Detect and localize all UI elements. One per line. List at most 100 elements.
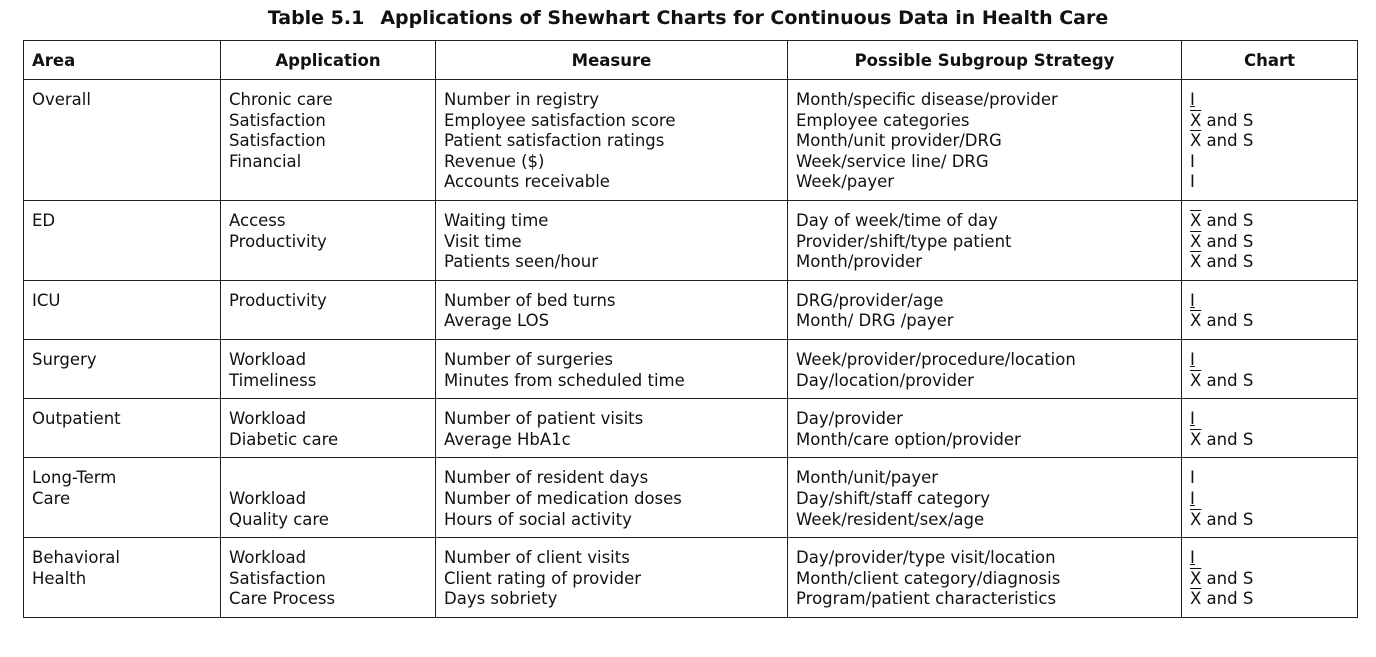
chart-line: X and S: [1190, 589, 1349, 610]
application-line: Timeliness: [229, 370, 317, 390]
chart-line: I: [1190, 90, 1349, 111]
cell-strategy: Day/provider/type visit/location Month/cl…: [787, 537, 1182, 618]
table-number: Table 5.1: [267, 7, 365, 29]
area-line: [32, 510, 212, 531]
chart-suffix: and S: [1201, 311, 1254, 331]
cell-application: Workload Quality care: [220, 457, 436, 539]
chart-line: I: [1190, 152, 1349, 173]
measure-line: Number in registry: [444, 90, 600, 109]
chart-suffix: and S: [1201, 131, 1254, 151]
table-body: Overall Chronic care Satisfaction Satisfact…: [23, 79, 1358, 618]
chart-line: X and S: [1190, 311, 1349, 332]
table-row: Surgery Workload Timeliness Number of surge…: [23, 338, 1358, 400]
header-chart: Chart: [1181, 40, 1358, 80]
chart-symbol: X: [1190, 231, 1202, 251]
cell-application: Chronic care Satisfaction Satisfaction Fina…: [220, 79, 436, 201]
measure-line: Number of patient visits: [444, 409, 644, 429]
area-line: Surgery: [32, 349, 97, 369]
table-row: ED Access Productivity Waiting time Visit ti…: [23, 199, 1358, 281]
chart-suffix: and S: [1201, 509, 1254, 529]
chart-symbol: X: [1190, 429, 1202, 449]
chart-line: I: [1190, 548, 1349, 569]
area-line: ED: [32, 210, 56, 230]
chart-line: X and S: [1190, 131, 1349, 152]
application-line: Satisfaction: [229, 110, 326, 130]
table-title-text: Applications of Shewhart Charts for Cont…: [380, 7, 1109, 29]
strategy-line: Month/ DRG /payer: [796, 311, 954, 331]
chart-line: I: [1190, 409, 1349, 430]
strategy-line: Day/provider/type visit/location: [796, 548, 1056, 568]
area-line: Care: [32, 488, 71, 508]
strategy-line: Month/provider: [796, 252, 923, 272]
measure-line: Number of medication doses: [444, 488, 682, 508]
cell-application: Workload Diabetic care: [220, 398, 436, 459]
measure-line: Revenue ($): [444, 151, 545, 171]
area-line: ICU: [32, 290, 61, 310]
chart-symbol: X: [1190, 252, 1202, 272]
chart-line: I: [1190, 172, 1349, 193]
cell-area: ED: [23, 199, 221, 281]
cell-area: Overall: [23, 79, 221, 201]
chart-symbol: X: [1190, 568, 1202, 588]
cell-area: Long-Term Care: [23, 457, 221, 539]
cell-measure: Number of client visits Client rating of …: [435, 537, 788, 618]
chart-symbol: I: [1190, 468, 1195, 488]
strategy-line: Week/resident/sex/age: [796, 509, 985, 529]
header-row: Area Application Measure Possible Subgro…: [23, 40, 1358, 80]
chart-symbol: I: [1190, 488, 1195, 508]
cell-strategy: DRG/provider/age Month/ DRG /payer: [787, 279, 1182, 340]
cell-application: Workload Satisfaction Care Process: [220, 537, 436, 618]
strategy-line: Employee categories: [796, 110, 970, 130]
chart-symbol: X: [1190, 311, 1202, 331]
application-line: Care Process: [229, 589, 336, 609]
application-line: [229, 468, 427, 489]
measure-line: Client rating of provider: [444, 568, 642, 588]
chart-symbol: X: [1190, 370, 1202, 390]
cell-application: Productivity: [220, 279, 436, 340]
cell-application: Access Productivity: [220, 199, 436, 281]
chart-suffix: and S: [1201, 568, 1254, 588]
strategy-line: Week/provider/procedure/location: [796, 349, 1076, 369]
area-line: [32, 252, 212, 273]
cell-area: Behavioral Health: [23, 537, 221, 618]
chart-symbol: I: [1190, 90, 1195, 109]
measure-line: Average HbA1c: [444, 429, 571, 449]
chart-symbol: X: [1190, 509, 1202, 529]
strategy-line: Month/care option/provider: [796, 429, 1021, 449]
measure-line: Number of resident days: [444, 468, 649, 488]
chart-line: X and S: [1190, 430, 1349, 451]
application-line: [229, 252, 427, 273]
area-line: [32, 430, 212, 451]
cell-measure: Number of resident days Number of medicat…: [435, 457, 788, 539]
area-line: [32, 232, 212, 253]
chart-line: X and S: [1190, 111, 1349, 132]
chart-symbol: X: [1190, 589, 1202, 609]
cell-measure: Waiting time Visit time Patients seen/hour: [435, 199, 788, 281]
measure-line: Number of bed turns: [444, 290, 616, 310]
area-line: Overall: [32, 90, 91, 109]
measure-line: Employee satisfaction score: [444, 110, 676, 130]
application-line: Quality care: [229, 509, 329, 529]
chart-line: I: [1190, 291, 1349, 312]
area-line: Long-Term: [32, 468, 117, 488]
chart-line: X and S: [1190, 510, 1349, 531]
strategy-line: Month/specific disease/provider: [796, 90, 1058, 109]
area-line: Behavioral: [32, 548, 120, 568]
table-title: Table 5.1 Applications of Shewhart Charts…: [0, 6, 1376, 30]
application-line: Workload: [229, 488, 307, 508]
chart-line: I: [1190, 489, 1349, 510]
application-line: Satisfaction: [229, 568, 326, 588]
chart-symbol: I: [1190, 548, 1195, 568]
shewhart-applications-table: Area Application Measure Possible Subgro…: [23, 40, 1358, 618]
strategy-line: Program/patient characteristics: [796, 589, 1057, 609]
application-line: Chronic care: [229, 90, 333, 109]
table-row: Outpatient Workload Diabetic care Number of…: [23, 398, 1358, 459]
area-line: Health: [32, 568, 87, 588]
measure-line: Visit time: [444, 231, 522, 251]
header-area: Area: [23, 40, 221, 80]
measure-line: Average LOS: [444, 311, 550, 331]
cell-strategy: Day/provider Month/care option/provider: [787, 398, 1182, 459]
